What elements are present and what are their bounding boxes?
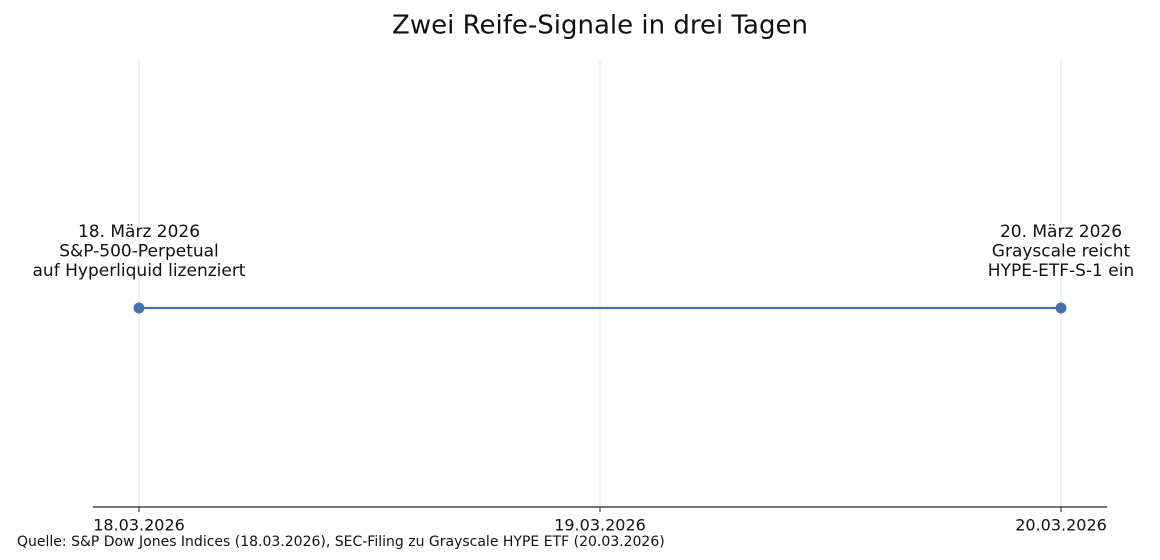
event-point [133, 302, 145, 314]
event-label: Grayscale reicht [992, 242, 1131, 262]
event-label: 20. März 2026 [1000, 222, 1122, 242]
x-tick-label: 19.03.2026 [554, 516, 646, 535]
source-note: Quelle: S&P Dow Jones Indices (18.03.202… [17, 534, 665, 550]
event-label: S&P-500-Perpetual [59, 242, 219, 262]
x-tick-label: 18.03.2026 [93, 516, 185, 535]
event-label: HYPE-ETF-S-1 ein [988, 261, 1134, 281]
x-tick-label: 20.03.2026 [1015, 516, 1107, 535]
chart-title: Zwei Reife-Signale in drei Tagen [392, 11, 808, 41]
event-label: 18. März 2026 [78, 222, 200, 242]
event-label: auf Hyperliquid lizenziert [33, 261, 246, 281]
event-point [1055, 302, 1067, 314]
